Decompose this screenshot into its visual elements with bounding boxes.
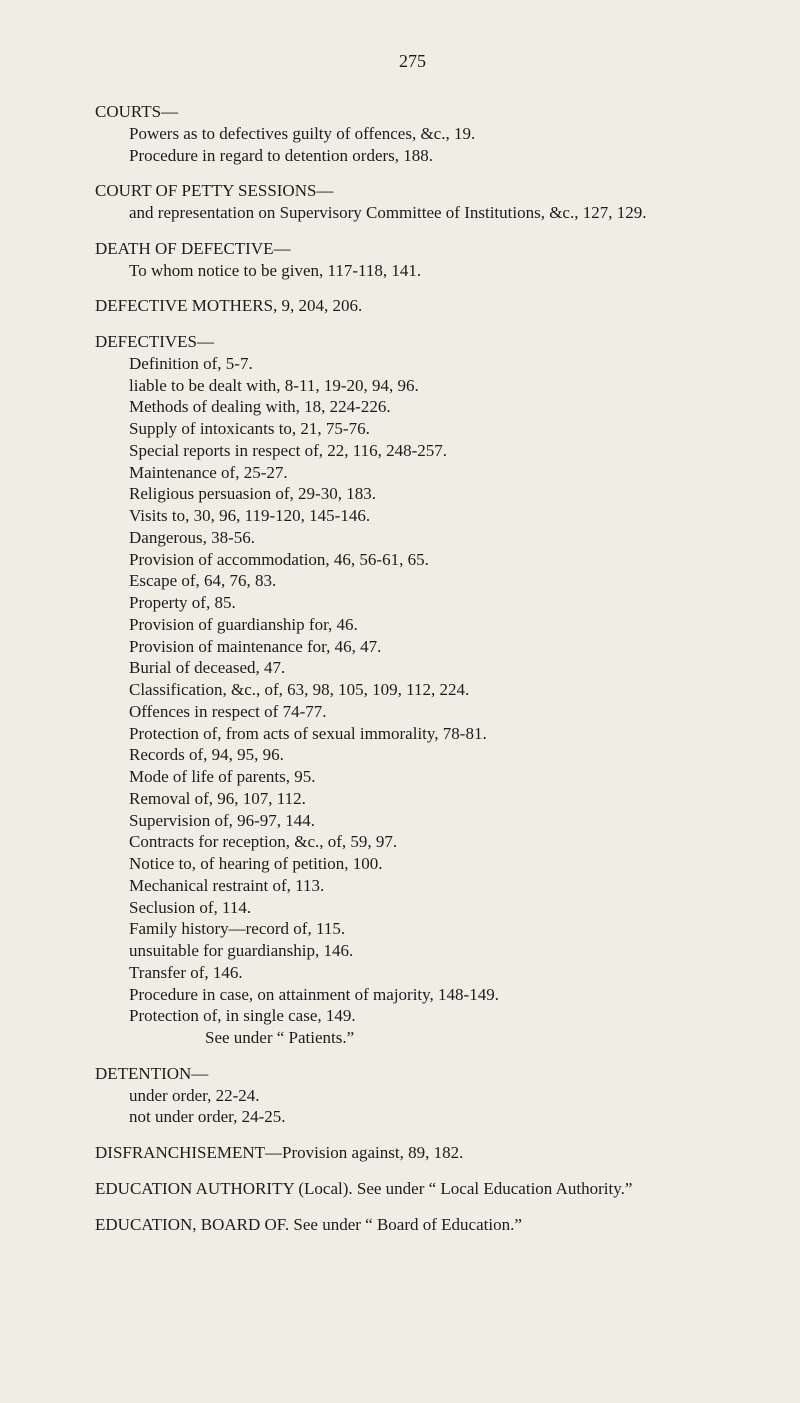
index-entry: DETENTION— under order, 22-24. not under…	[95, 1063, 730, 1128]
entry-sub: Burial of deceased, 47.	[95, 657, 730, 679]
entry-heading: EDUCATION AUTHORITY (Local). See under “…	[95, 1178, 730, 1200]
entry-sub: Visits to, 30, 96, 119-120, 145-146.	[95, 505, 730, 527]
entry-sub: Mode of life of parents, 95.	[95, 766, 730, 788]
entry-sub: Classification, &c., of, 63, 98, 105, 10…	[95, 679, 730, 701]
entry-sub: Religious persuasion of, 29-30, 183.	[95, 483, 730, 505]
entry-sub: Family history—record of, 115.	[95, 918, 730, 940]
entry-sub: unsuitable for guardianship, 146.	[95, 940, 730, 962]
entry-sub: Procedure in case, on attainment of majo…	[95, 984, 730, 1006]
entry-sub: Procedure in regard to detention orders,…	[95, 145, 730, 167]
entry-sub: Offences in respect of 74-77.	[95, 701, 730, 723]
entry-sub: To whom notice to be given, 117-118, 141…	[95, 260, 730, 282]
entry-sub: Seclusion of, 114.	[95, 897, 730, 919]
entry-heading: DETENTION—	[95, 1063, 730, 1085]
entry-sub: not under order, 24-25.	[95, 1106, 730, 1128]
entry-heading: DEATH OF DEFECTIVE—	[95, 238, 730, 260]
entry-heading: COURT OF PETTY SESSIONS—	[95, 180, 730, 202]
entry-sub: Escape of, 64, 76, 83.	[95, 570, 730, 592]
entry-sub: Property of, 85.	[95, 592, 730, 614]
entry-sub: Mechanical restraint of, 113.	[95, 875, 730, 897]
entry-sub: Supply of intoxicants to, 21, 75-76.	[95, 418, 730, 440]
entry-sub: Powers as to defectives guilty of offenc…	[95, 123, 730, 145]
entry-sub: Provision of guardianship for, 46.	[95, 614, 730, 636]
entry-sub: Provision of maintenance for, 46, 47.	[95, 636, 730, 658]
entry-sub: Protection of, in single case, 149.	[95, 1005, 730, 1027]
entry-heading: DEFECTIVE MOTHERS, 9, 204, 206.	[95, 295, 730, 317]
entry-see: See under “ Patients.”	[95, 1027, 730, 1049]
entry-sub: liable to be dealt with, 8-11, 19-20, 94…	[95, 375, 730, 397]
index-entry: EDUCATION AUTHORITY (Local). See under “…	[95, 1178, 730, 1200]
entry-sub: Methods of dealing with, 18, 224-226.	[95, 396, 730, 418]
entry-sub: and representation on Supervisory Commit…	[95, 202, 730, 224]
entry-sub: Dangerous, 38-56.	[95, 527, 730, 549]
entry-sub: Protection of, from acts of sexual immor…	[95, 723, 730, 745]
index-entry: COURTS— Powers as to defectives guilty o…	[95, 101, 730, 166]
entry-sub: Provision of accommodation, 46, 56-61, 6…	[95, 549, 730, 571]
entry-sub: Records of, 94, 95, 96.	[95, 744, 730, 766]
page-number: 275	[95, 50, 730, 73]
index-entry: DEFECTIVE MOTHERS, 9, 204, 206.	[95, 295, 730, 317]
entry-sub: Contracts for reception, &c., of, 59, 97…	[95, 831, 730, 853]
index-entry: EDUCATION, BOARD OF. See under “ Board o…	[95, 1214, 730, 1236]
entry-sub: Maintenance of, 25-27.	[95, 462, 730, 484]
page: 275 COURTS— Powers as to defectives guil…	[0, 0, 800, 1403]
entry-sub: Removal of, 96, 107, 112.	[95, 788, 730, 810]
entry-sub: Definition of, 5-7.	[95, 353, 730, 375]
entry-sub: under order, 22-24.	[95, 1085, 730, 1107]
entry-sub: Transfer of, 146.	[95, 962, 730, 984]
entry-sub: Supervision of, 96-97, 144.	[95, 810, 730, 832]
entry-sub: Notice to, of hearing of petition, 100.	[95, 853, 730, 875]
entry-heading: EDUCATION, BOARD OF. See under “ Board o…	[95, 1214, 730, 1236]
index-entry: COURT OF PETTY SESSIONS— and representat…	[95, 180, 730, 224]
index-entry: DEATH OF DEFECTIVE— To whom notice to be…	[95, 238, 730, 282]
entry-sub: Special reports in respect of, 22, 116, …	[95, 440, 730, 462]
entry-heading: DISFRANCHISEMENT—Provision against, 89, …	[95, 1142, 730, 1164]
entry-heading: COURTS—	[95, 101, 730, 123]
index-entry: DISFRANCHISEMENT—Provision against, 89, …	[95, 1142, 730, 1164]
index-entry: DEFECTIVES— Definition of, 5-7. liable t…	[95, 331, 730, 1049]
entry-heading: DEFECTIVES—	[95, 331, 730, 353]
